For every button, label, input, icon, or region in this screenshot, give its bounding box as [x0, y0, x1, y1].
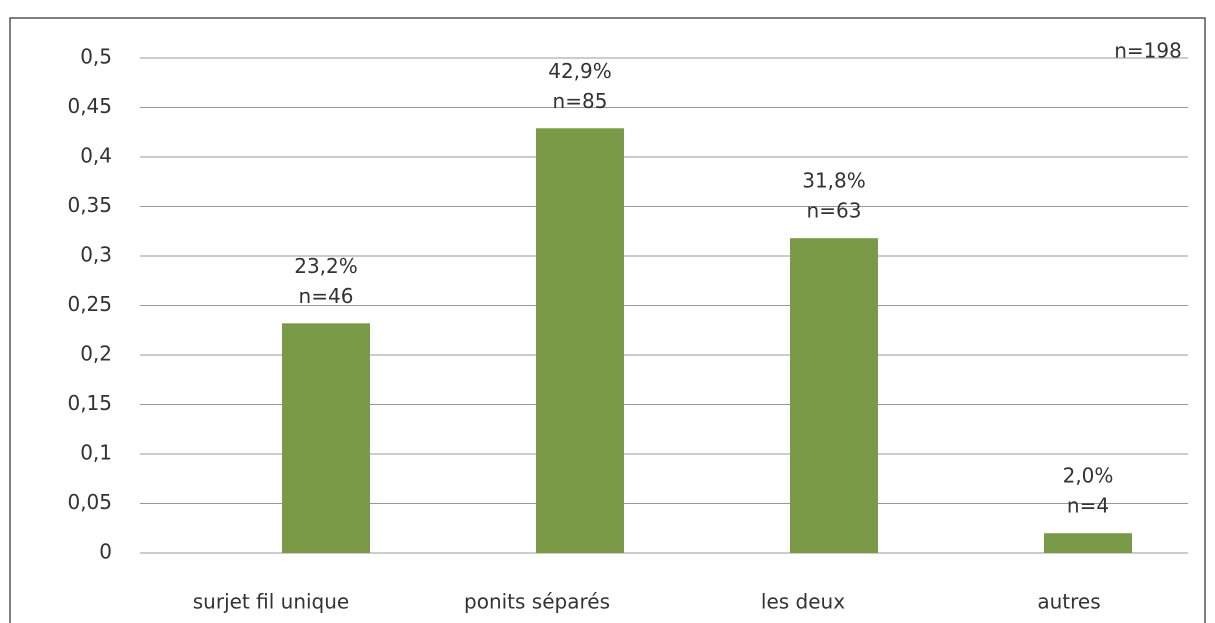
x-tick-label: surjet fil unique	[193, 590, 349, 614]
count-label: n=85	[553, 89, 608, 113]
data-label: 23,2%	[294, 254, 358, 278]
count-label: n=46	[299, 284, 354, 308]
y-tick-label: 0	[99, 540, 112, 564]
y-tick-label: 0,35	[67, 193, 112, 217]
data-label: 2,0%	[1063, 464, 1114, 488]
y-tick-label: 0,45	[67, 94, 112, 118]
bar	[282, 323, 370, 553]
count-label: n=4	[1067, 494, 1109, 518]
data-label: 31,8%	[802, 169, 866, 193]
y-tick-label: 0,2	[80, 342, 112, 366]
bar	[790, 238, 878, 553]
y-tick-label: 0,3	[80, 243, 112, 267]
annotation: n=198	[1114, 39, 1182, 63]
x-tick-label: autres	[1037, 590, 1100, 614]
y-tick-label: 0,25	[67, 292, 112, 316]
bar	[1044, 533, 1132, 553]
y-tick-label: 0,4	[80, 144, 112, 168]
x-tick-label: les deux	[761, 590, 845, 614]
y-tick-label: 0,05	[67, 490, 112, 514]
data-label: 42,9%	[548, 59, 612, 83]
bar	[536, 128, 624, 554]
chart-frame	[9, 17, 1206, 623]
y-tick-label: 0,1	[80, 441, 112, 465]
y-tick-label: 0,15	[67, 391, 112, 415]
count-label: n=63	[807, 199, 862, 223]
x-tick-label: ponits séparés	[464, 590, 610, 614]
y-tick-label: 0,5	[80, 45, 112, 69]
